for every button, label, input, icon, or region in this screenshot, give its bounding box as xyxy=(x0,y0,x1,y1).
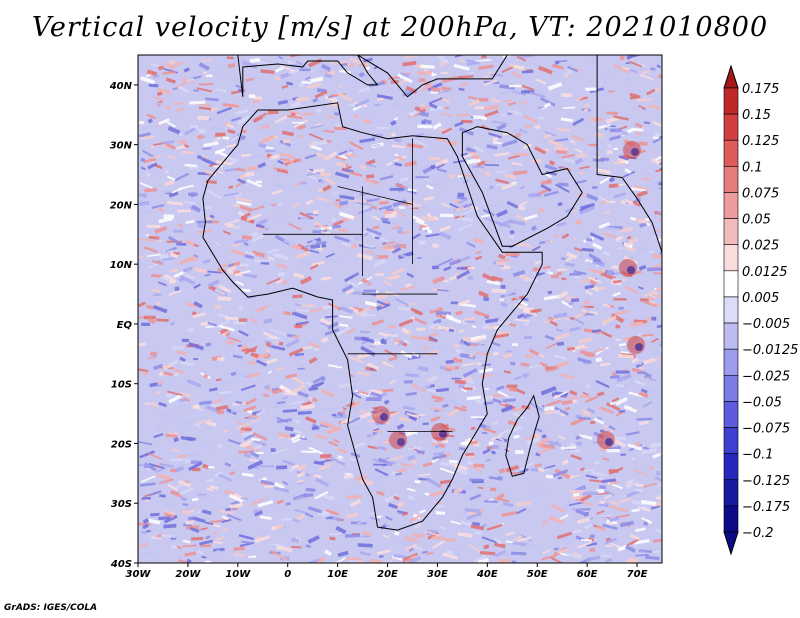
colorbar-swatch xyxy=(723,113,739,141)
lon-tick-label: 40E xyxy=(476,569,498,580)
colorbar-label: 0.005 xyxy=(742,291,779,306)
colorbar-top-arrow xyxy=(723,64,739,89)
colorbar-label: −0.175 xyxy=(742,500,790,515)
colorbar-label: 0.1 xyxy=(742,160,763,175)
colorbar-swatch xyxy=(723,453,739,481)
lon-tick-label: 10W xyxy=(225,569,251,580)
lon-tick-label: 30W xyxy=(126,569,152,580)
lat-tick-label: EQ xyxy=(117,320,133,331)
lat-tick-label: 20S xyxy=(111,439,132,450)
lon-tick-label: 0 xyxy=(284,569,291,580)
colorbar-label: −0.0125 xyxy=(742,343,798,358)
colorbar-label: −0.125 xyxy=(742,474,790,489)
colorbar-label: 0.15 xyxy=(742,108,771,123)
colorbar-swatch xyxy=(723,479,739,507)
lat-tick-label: 30S xyxy=(111,499,132,510)
colorbar-label: −0.05 xyxy=(742,395,782,410)
colorbar-swatch xyxy=(723,427,739,454)
coastlines xyxy=(202,55,662,531)
colorbar-label: 0.0125 xyxy=(742,265,788,280)
colorbar-swatch xyxy=(723,139,739,167)
colorbar-swatch xyxy=(723,270,739,298)
lon-tick-label: 60E xyxy=(577,569,598,580)
lon-tick-label: 70E xyxy=(627,569,648,580)
lat-tick-label: 10S xyxy=(111,380,132,391)
colorbar-swatch xyxy=(723,296,739,324)
colorbar-swatch xyxy=(723,218,739,246)
colorbar-swatch xyxy=(723,401,739,428)
colorbar: 0.175 0.15 0.125 0.1 0.075 0.05 0.025 0.0125 0.0… xyxy=(723,64,798,556)
colorbar-swatch xyxy=(723,348,739,376)
lon-tick-label: 30E xyxy=(427,569,448,580)
colorbar-label: −0.2 xyxy=(742,526,774,541)
colorbar-swatch xyxy=(723,192,739,219)
lat-tick-label: 40S xyxy=(110,559,132,570)
colorbar-label: 0.05 xyxy=(742,213,771,228)
colorbar-label: 0.025 xyxy=(742,239,779,254)
lon-tick-label: 20W xyxy=(175,569,201,580)
colorbar-swatch xyxy=(723,322,739,350)
colorbar-swatch xyxy=(723,374,739,402)
grads-credit: GrADS: IGES/COLA xyxy=(4,603,98,613)
colorbar-label: 0.125 xyxy=(742,134,779,149)
lon-tick-label: 50E xyxy=(527,569,548,580)
colorbar-swatch xyxy=(723,244,739,272)
colorbar-label: −0.1 xyxy=(742,448,774,463)
colorbar-label: −0.075 xyxy=(742,422,790,437)
colorbar-swatch xyxy=(723,166,739,193)
colorbar-swatch xyxy=(723,505,739,533)
colorbar-label: 0.075 xyxy=(742,186,779,201)
colorbar-label: −0.005 xyxy=(742,317,790,332)
colorbar-label: −0.025 xyxy=(742,369,790,384)
colorbar-swatch xyxy=(723,87,739,115)
map-title: Vertical velocity [m/s] at 200hPa, VT: 2… xyxy=(31,12,769,43)
lat-tick-label: 40N xyxy=(109,81,133,92)
lat-tick-label: 30N xyxy=(110,141,133,152)
lon-tick-label: 10E xyxy=(327,569,348,580)
lat-tick-label: 20N xyxy=(110,200,133,211)
plot-frame xyxy=(137,54,663,564)
lat-tick-label: 10N xyxy=(110,260,133,271)
lon-tick-label: 20E xyxy=(377,569,398,580)
colorbar-bottom-arrow xyxy=(723,531,739,556)
vertical-velocity-field xyxy=(138,55,662,563)
colorbar-label: 0.175 xyxy=(742,82,779,97)
